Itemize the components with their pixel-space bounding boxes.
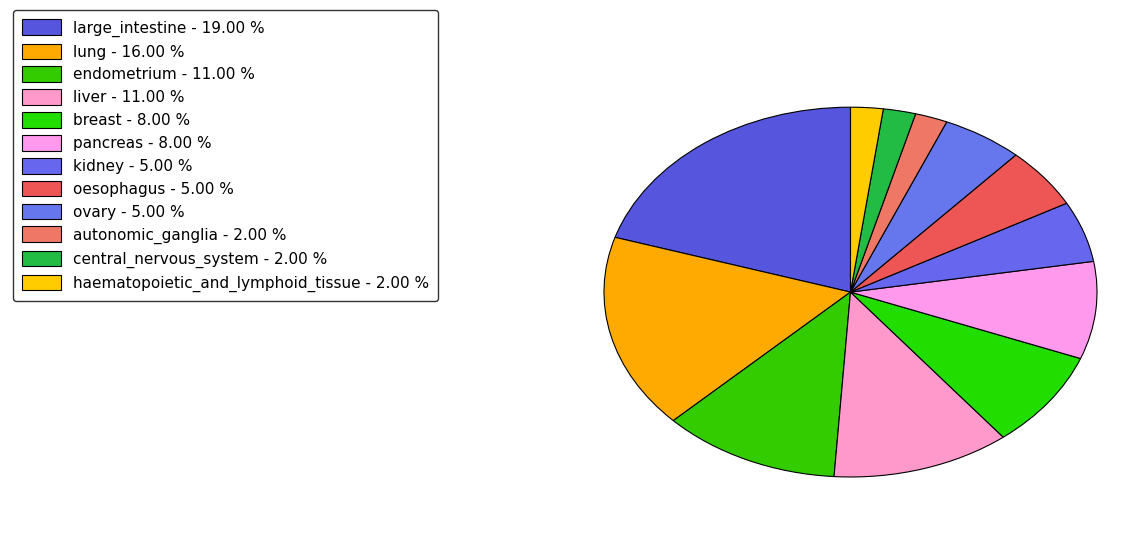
Wedge shape: [604, 237, 850, 421]
Wedge shape: [850, 292, 1081, 437]
Wedge shape: [850, 122, 1016, 292]
Wedge shape: [615, 107, 850, 292]
Wedge shape: [850, 261, 1097, 358]
Wedge shape: [833, 292, 1004, 477]
Wedge shape: [850, 155, 1067, 292]
Legend: large_intestine - 19.00 %, lung - 16.00 %, endometrium - 11.00 %, liver - 11.00 : large_intestine - 19.00 %, lung - 16.00 …: [14, 10, 438, 301]
Wedge shape: [850, 107, 883, 292]
Wedge shape: [850, 109, 915, 292]
Wedge shape: [674, 292, 850, 477]
Wedge shape: [850, 203, 1093, 292]
Wedge shape: [850, 114, 947, 292]
